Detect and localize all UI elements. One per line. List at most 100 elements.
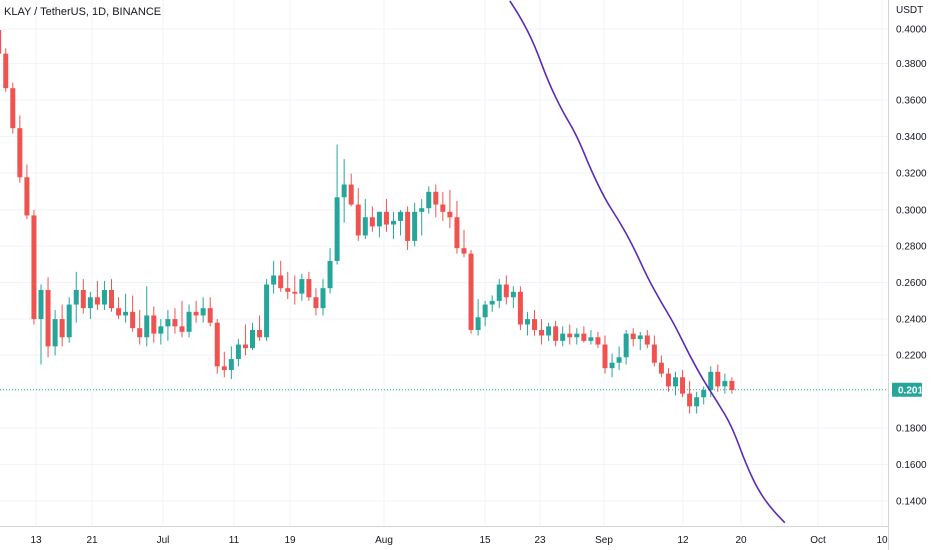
- candle-body: [419, 208, 425, 212]
- candle: [73, 271, 79, 323]
- indicator-curve: [509, 0, 786, 524]
- chart-grid: [0, 0, 888, 526]
- time-axis[interactable]: 13 21 Jul 11 19 Aug 15 23 Sep 12 20 Oct 10: [0, 526, 888, 547]
- candle: [454, 200, 460, 254]
- candle: [701, 386, 707, 405]
- candle: [602, 335, 608, 374]
- candle: [221, 351, 227, 378]
- candle: [38, 284, 44, 365]
- candle-body: [369, 217, 375, 227]
- candle-body: [665, 373, 671, 387]
- candle: [66, 297, 72, 343]
- candle: [715, 364, 721, 392]
- candle: [567, 324, 573, 345]
- candle-body: [694, 397, 700, 407]
- symbol-header: KLAY / TetherUS, 1D, BINANCE: [4, 6, 161, 18]
- y-tick-label: 0.1400: [896, 497, 927, 508]
- candle-body: [553, 326, 559, 341]
- candle-body: [73, 289, 79, 305]
- candle: [510, 286, 516, 309]
- candle: [560, 326, 566, 347]
- candle-body: [461, 248, 467, 254]
- candle-body: [673, 377, 678, 387]
- x-tick-label: Jul: [157, 535, 170, 546]
- candle-body: [482, 304, 488, 318]
- candle-body: [588, 337, 594, 341]
- candle-body: [539, 329, 545, 336]
- candle-body: [355, 204, 361, 236]
- candle-body: [165, 319, 171, 327]
- candle: [362, 199, 368, 240]
- candle: [405, 206, 411, 250]
- candle-body: [66, 304, 72, 338]
- candle-body: [207, 308, 213, 323]
- y-tick-label: 0.3800: [896, 59, 927, 70]
- candle: [665, 368, 671, 392]
- candle-body: [0, 30, 2, 54]
- candle: [398, 210, 404, 236]
- candle-body: [637, 335, 643, 340]
- candle-body: [405, 211, 411, 241]
- candle: [285, 271, 291, 300]
- candle-body: [546, 326, 552, 336]
- candle: [250, 322, 255, 350]
- candle-body: [391, 220, 396, 225]
- candle-body: [412, 211, 418, 241]
- candle: [539, 319, 545, 345]
- x-tick-label: 19: [284, 535, 296, 546]
- candle: [588, 329, 594, 345]
- candle: [193, 300, 199, 323]
- candle-body: [24, 177, 30, 216]
- candle-body: [454, 217, 460, 249]
- candle-body: [31, 215, 37, 320]
- candle-body: [94, 297, 100, 305]
- candle: [52, 309, 58, 356]
- candle-body: [130, 311, 136, 329]
- y-tick-label: 0.3400: [896, 132, 927, 143]
- candle: [130, 295, 136, 332]
- candle: [200, 297, 206, 323]
- candle-body: [595, 337, 601, 345]
- candle: [165, 309, 171, 341]
- candle: [630, 328, 636, 347]
- candle-body: [701, 389, 707, 398]
- candle-body: [137, 328, 143, 338]
- candle-body: [616, 357, 622, 363]
- candle-body: [158, 326, 164, 334]
- candle: [327, 248, 333, 294]
- candle-body: [80, 289, 86, 309]
- candle: [651, 335, 657, 367]
- candle-body: [475, 317, 481, 330]
- candle-body: [496, 284, 502, 301]
- candle: [101, 280, 107, 310]
- candle: [31, 210, 37, 325]
- price-axis[interactable]: 0.4000 0.3800 0.3600 0.3400 0.3200 0.3000 0.28…: [888, 0, 928, 550]
- candle: [595, 331, 601, 349]
- candle: [376, 211, 382, 238]
- candle: [179, 300, 185, 338]
- candle-body: [560, 333, 566, 341]
- candle: [214, 319, 220, 374]
- candle-body: [87, 297, 93, 309]
- candle-body: [285, 288, 291, 292]
- candle: [341, 159, 347, 223]
- candle-body: [517, 291, 523, 325]
- candle: [440, 191, 446, 221]
- candle-body: [257, 329, 263, 338]
- candle-body: [687, 393, 693, 407]
- candle: [546, 322, 552, 341]
- candle: [433, 184, 439, 218]
- candle: [496, 279, 502, 309]
- candle-body: [362, 217, 368, 236]
- candle-body: [179, 326, 185, 332]
- y-tick-label: 0.2400: [896, 315, 927, 326]
- candle: [186, 304, 192, 338]
- candle: [644, 329, 650, 349]
- candle: [10, 82, 16, 134]
- candle: [419, 199, 425, 236]
- candle-body: [313, 297, 319, 309]
- candle: [461, 229, 467, 258]
- candle-body: [264, 284, 270, 338]
- candle: [123, 293, 129, 323]
